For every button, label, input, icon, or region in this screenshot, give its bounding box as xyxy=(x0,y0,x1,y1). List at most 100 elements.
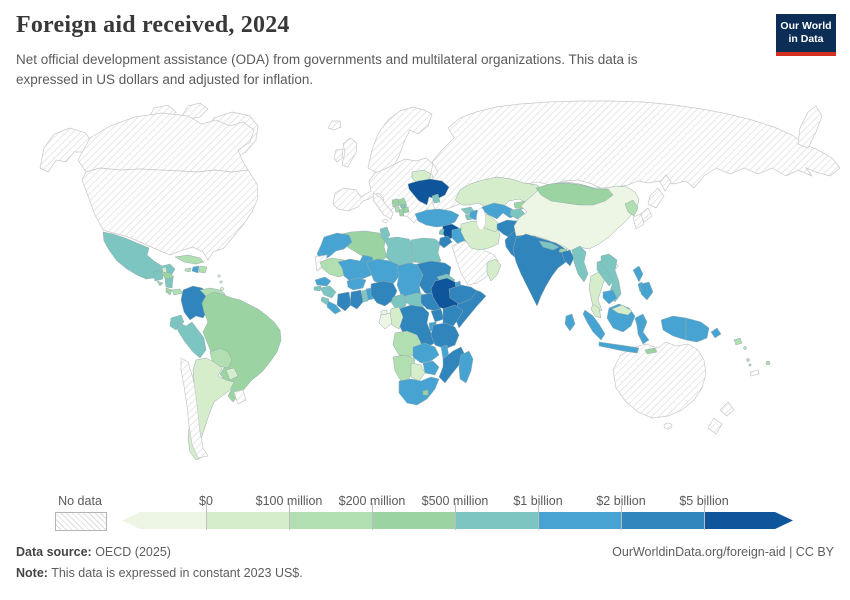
country-yemen[interactable] xyxy=(448,284,478,305)
country-papua-new-guinea[interactable] xyxy=(685,317,710,343)
country-solomon-islands[interactable] xyxy=(733,337,743,346)
country-cuba[interactable] xyxy=(174,254,205,265)
country-peru[interactable] xyxy=(176,321,207,359)
country-new-zealand[interactable] xyxy=(719,401,735,417)
country-tanzania[interactable] xyxy=(430,322,460,350)
country-south-korea[interactable] xyxy=(632,213,645,230)
country-vanuatu[interactable] xyxy=(748,363,752,367)
legend-bin-b7[interactable] xyxy=(704,512,775,529)
country-honduras[interactable] xyxy=(160,271,175,281)
country-new-caledonia[interactable] xyxy=(749,369,760,377)
country-vanuatu[interactable] xyxy=(746,358,750,362)
country-equatorial-guinea[interactable] xyxy=(380,309,388,316)
country-sri-lanka[interactable] xyxy=(564,313,576,332)
country-brazil[interactable] xyxy=(201,291,282,403)
owid-link[interactable]: OurWorldinData.org/foreign-aid | CC BY xyxy=(612,545,834,559)
country-uruguay[interactable] xyxy=(233,389,247,405)
country-philippines[interactable] xyxy=(640,281,654,301)
country-new-zealand[interactable] xyxy=(707,417,723,435)
country-indonesia[interactable] xyxy=(634,313,650,345)
country-ireland[interactable] xyxy=(333,148,344,163)
country-kenya[interactable] xyxy=(442,304,464,330)
country-tunisia[interactable] xyxy=(379,226,391,243)
country-nicaragua[interactable] xyxy=(164,277,174,289)
country-italy[interactable] xyxy=(382,219,388,223)
country-japan[interactable] xyxy=(647,187,665,209)
country-morocco[interactable] xyxy=(316,232,353,262)
country-zimbabwe[interactable] xyxy=(422,360,440,376)
country-malaysia[interactable] xyxy=(611,304,633,316)
country-united-states[interactable] xyxy=(81,167,259,261)
country-north-korea[interactable] xyxy=(624,199,639,217)
country-oman[interactable] xyxy=(486,258,502,282)
legend-no-data-swatch[interactable] xyxy=(55,512,107,531)
country-burkina-faso[interactable] xyxy=(346,277,367,291)
legend-bin-b5[interactable] xyxy=(538,512,621,529)
country-turkey[interactable] xyxy=(414,208,460,228)
country-guinea-bissau[interactable] xyxy=(313,285,322,292)
country-myanmar[interactable] xyxy=(571,245,589,283)
country-indonesia[interactable] xyxy=(582,309,606,341)
country-papua-new-guinea[interactable] xyxy=(710,327,722,339)
country-japan[interactable] xyxy=(659,174,672,192)
country-united-kingdom[interactable] xyxy=(341,137,358,168)
country-bangladesh[interactable] xyxy=(561,249,575,267)
country-dominican-republic[interactable] xyxy=(198,265,208,274)
region-europe-mainland[interactable] xyxy=(332,157,438,224)
country-lebanon[interactable] xyxy=(438,228,445,236)
country-moldova[interactable] xyxy=(431,193,441,204)
country-uzbekistan[interactable] xyxy=(481,202,519,220)
country-south-africa[interactable] xyxy=(398,376,440,406)
country-bosnia[interactable] xyxy=(391,198,400,208)
country-costa-rica[interactable] xyxy=(165,287,173,296)
country-iceland[interactable] xyxy=(327,120,342,131)
country-philippines[interactable] xyxy=(632,265,644,283)
country-vietnam[interactable] xyxy=(600,253,622,303)
country-russia[interactable] xyxy=(797,105,823,149)
country-chile[interactable] xyxy=(180,357,209,459)
country-australia[interactable] xyxy=(612,341,707,419)
country-jamaica[interactable] xyxy=(184,267,192,273)
country-trinidad[interactable] xyxy=(220,287,224,291)
country-mozambique[interactable] xyxy=(438,346,466,384)
country-australia[interactable] xyxy=(663,422,673,430)
country-cambodia[interactable] xyxy=(602,289,618,305)
country-guatemala[interactable] xyxy=(152,269,164,282)
owid-logo[interactable]: Our World in Data xyxy=(776,14,836,56)
country-sierra-leone[interactable] xyxy=(320,296,330,306)
country-mexico[interactable] xyxy=(102,231,176,280)
country-haiti[interactable] xyxy=(191,265,200,274)
legend-bin-b3[interactable] xyxy=(372,512,455,529)
country-madagascar[interactable] xyxy=(458,350,474,384)
country-el-salvador[interactable] xyxy=(156,280,164,287)
country-egypt[interactable] xyxy=(410,237,442,265)
country-senegal[interactable] xyxy=(314,276,332,287)
country-timor-leste[interactable] xyxy=(644,347,658,355)
legend-bin-b1[interactable] xyxy=(206,512,289,529)
country-nepal[interactable] xyxy=(538,240,560,251)
legend-bin-b4[interactable] xyxy=(455,512,538,529)
country-fiji[interactable] xyxy=(765,360,771,366)
islands-lesser-antilles[interactable] xyxy=(219,280,223,284)
legend-bin-b6[interactable] xyxy=(621,512,704,529)
country-gabon[interactable] xyxy=(378,312,393,330)
country-zambia[interactable] xyxy=(412,342,440,364)
country-lesotho[interactable] xyxy=(422,389,429,396)
islands-lesser-antilles[interactable] xyxy=(217,274,221,278)
country-mongolia[interactable] xyxy=(535,182,614,206)
country-botswana[interactable] xyxy=(410,362,426,382)
country-malaysia[interactable] xyxy=(590,303,602,319)
country-india[interactable] xyxy=(512,233,571,307)
country-cote-divoire[interactable] xyxy=(336,291,352,312)
country-guinea[interactable] xyxy=(319,285,337,299)
country-north-macedonia[interactable] xyxy=(402,206,410,214)
legend-bin-b0[interactable] xyxy=(139,512,206,529)
legend-bin-b2[interactable] xyxy=(289,512,372,529)
country-ghana[interactable] xyxy=(349,289,364,310)
country-italy[interactable] xyxy=(372,192,394,220)
country-albania[interactable] xyxy=(398,208,405,217)
country-paraguay[interactable] xyxy=(225,367,239,381)
country-solomon-islands[interactable] xyxy=(743,346,747,350)
country-niger[interactable] xyxy=(365,258,401,286)
country-jordan[interactable] xyxy=(438,235,453,249)
